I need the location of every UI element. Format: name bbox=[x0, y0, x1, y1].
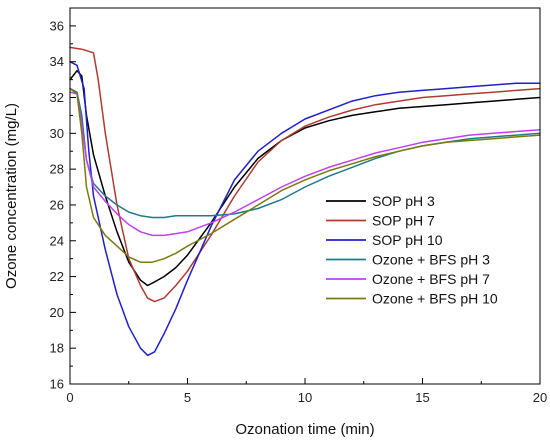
series-line-2 bbox=[69, 46, 541, 303]
y-axis: 16 18 20 22 24 26 28 30 32 34 36 bbox=[50, 18, 76, 392]
series-line-5 bbox=[69, 91, 541, 237]
y-tick-label: 30 bbox=[50, 126, 64, 141]
plot-frame bbox=[69, 7, 541, 385]
y-tick-label: 32 bbox=[50, 90, 64, 105]
x-tick-label: 20 bbox=[533, 390, 547, 405]
legend-entry: SOP pH 10 bbox=[372, 232, 443, 248]
x-tick-label: 0 bbox=[66, 390, 73, 405]
x-axis: 0 5 10 15 20 bbox=[66, 378, 547, 405]
x-axis-title: Ozonation time (min) bbox=[235, 421, 374, 438]
y-tick-label: 20 bbox=[50, 305, 64, 320]
series-line-6 bbox=[69, 87, 541, 263]
x-tick-label: 10 bbox=[298, 390, 312, 405]
y-tick-label: 22 bbox=[50, 269, 64, 284]
y-tick-label: 26 bbox=[50, 197, 64, 212]
x-tick-label: 15 bbox=[415, 390, 429, 405]
legend: SOP pH 3 SOP pH 7 SOP pH 10 Ozone + BFS pH … bbox=[326, 193, 498, 307]
legend-entry: SOP pH 7 bbox=[372, 213, 435, 229]
x-tick-label: 5 bbox=[184, 390, 191, 405]
y-tick-label: 16 bbox=[50, 377, 64, 392]
y-tick-label: 28 bbox=[50, 162, 64, 177]
y-tick-label: 36 bbox=[50, 18, 64, 33]
legend-entry: SOP pH 3 bbox=[372, 193, 435, 209]
legend-entry: Ozone + BFS pH 7 bbox=[372, 271, 490, 287]
y-tick-label: 34 bbox=[50, 54, 64, 69]
y-axis-title: Ozone concentration (mg/L) bbox=[3, 103, 20, 289]
y-tick-label: 18 bbox=[50, 341, 64, 356]
legend-entry: Ozone + BFS pH 10 bbox=[372, 291, 498, 307]
series-line-3 bbox=[69, 60, 541, 357]
y-tick-label: 24 bbox=[50, 233, 64, 248]
series-lines bbox=[69, 46, 541, 357]
series-line-4 bbox=[69, 87, 541, 219]
legend-entry: Ozone + BFS pH 3 bbox=[372, 252, 490, 268]
